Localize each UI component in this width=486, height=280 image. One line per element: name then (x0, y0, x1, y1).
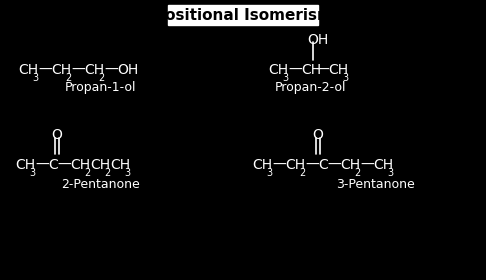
Text: O: O (51, 128, 62, 142)
Text: 3: 3 (32, 73, 38, 83)
Text: —: — (272, 158, 286, 172)
Text: CH: CH (51, 63, 71, 77)
Text: 2: 2 (84, 168, 90, 178)
Text: —: — (288, 63, 302, 77)
Text: 3: 3 (282, 73, 288, 83)
Text: CH: CH (373, 158, 393, 172)
Text: 3-Pentanone: 3-Pentanone (336, 178, 415, 190)
Text: CH: CH (110, 158, 130, 172)
Text: 3: 3 (342, 73, 348, 83)
Text: CH: CH (15, 158, 35, 172)
Text: 2: 2 (104, 168, 110, 178)
Text: 2-Pentanone: 2-Pentanone (61, 178, 139, 190)
Text: CH: CH (285, 158, 305, 172)
Text: 3: 3 (29, 168, 35, 178)
Text: C: C (318, 158, 328, 172)
Text: Propan-1-ol: Propan-1-ol (64, 81, 136, 94)
Text: —: — (35, 158, 49, 172)
Text: OH: OH (307, 33, 328, 47)
Text: CH: CH (84, 63, 104, 77)
Text: —: — (360, 158, 374, 172)
Text: OH: OH (117, 63, 138, 77)
Text: 3: 3 (124, 168, 130, 178)
Text: —: — (315, 63, 329, 77)
Text: CH: CH (18, 63, 38, 77)
Text: O: O (312, 128, 323, 142)
Text: CH: CH (340, 158, 360, 172)
Text: 2: 2 (65, 73, 71, 83)
Text: CH: CH (90, 158, 110, 172)
Text: 3: 3 (387, 168, 393, 178)
Text: C: C (48, 158, 58, 172)
Text: —: — (104, 63, 118, 77)
FancyBboxPatch shape (168, 5, 318, 25)
Text: 3: 3 (266, 168, 272, 178)
Text: CH: CH (301, 63, 321, 77)
Text: 2: 2 (98, 73, 104, 83)
Text: 2: 2 (354, 168, 360, 178)
Text: Positional Isomerism: Positional Isomerism (154, 8, 332, 22)
Text: CH: CH (252, 158, 272, 172)
Text: —: — (57, 158, 71, 172)
Text: —: — (71, 63, 85, 77)
Text: Propan-2-ol: Propan-2-ol (274, 81, 346, 94)
Text: CH: CH (70, 158, 90, 172)
Text: CH: CH (328, 63, 348, 77)
Text: —: — (327, 158, 341, 172)
Text: —: — (305, 158, 319, 172)
Text: CH: CH (268, 63, 288, 77)
Text: 2: 2 (299, 168, 305, 178)
Text: —: — (38, 63, 52, 77)
